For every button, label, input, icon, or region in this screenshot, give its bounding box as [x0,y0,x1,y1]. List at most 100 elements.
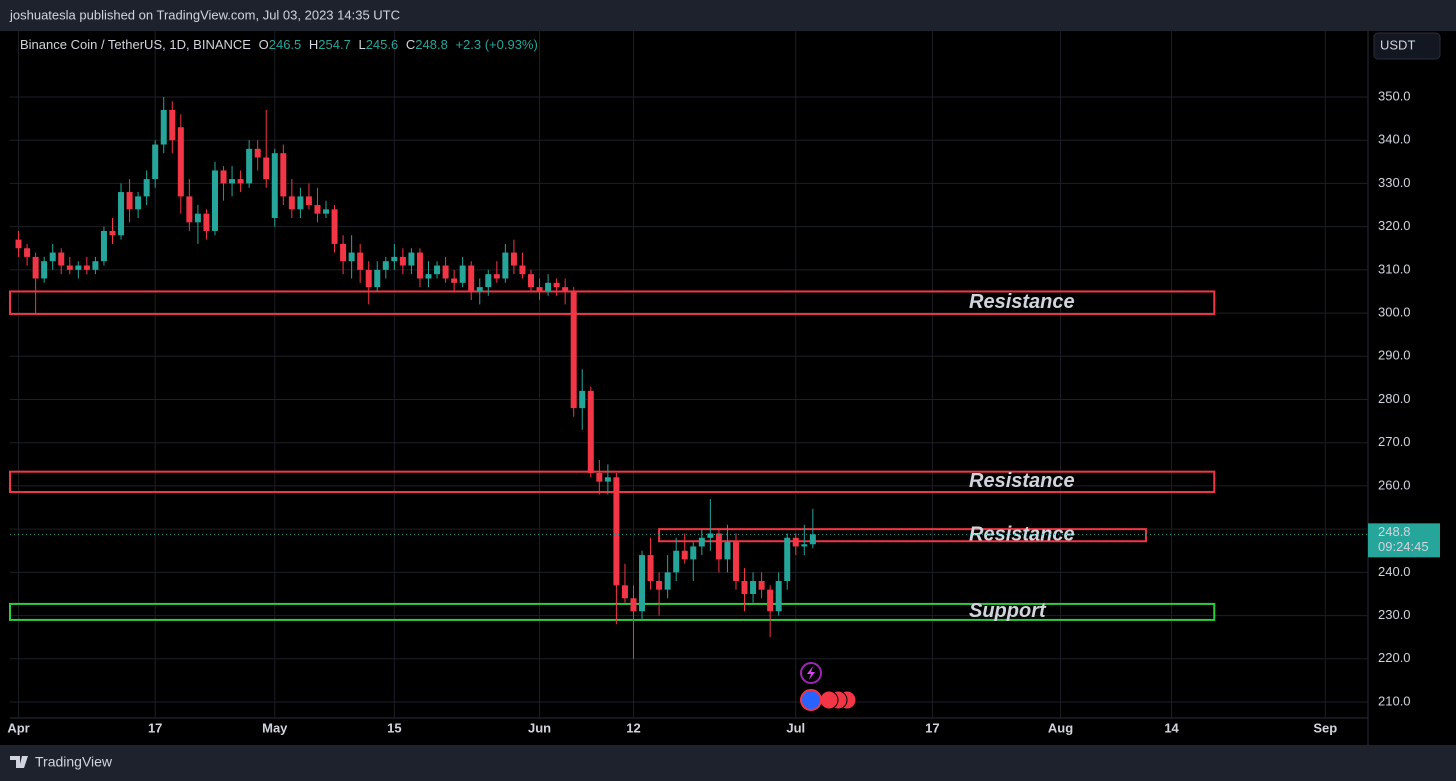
currency-button[interactable] [1373,32,1441,60]
candle-body [186,196,193,223]
candle-body [468,265,475,292]
candle-body [169,109,176,141]
candle-body [536,287,543,292]
y-tick-label: 210.0 [1378,693,1411,708]
candle-body [639,555,646,612]
y-tick-label: 240.0 [1378,564,1411,579]
zone-label: Resistance [969,291,1075,313]
candle-body [664,572,671,590]
legend-h: H [309,37,318,52]
candle-body [630,598,637,612]
candle-body [271,153,278,218]
y-tick-label: 220.0 [1378,650,1411,665]
candle-body [126,192,133,210]
countdown: 09:24:45 [1378,539,1429,554]
zone [9,602,1216,621]
y-tick-label: 270.0 [1378,434,1411,449]
candle-body [357,252,364,270]
candle-body [365,269,372,288]
candle-body [784,537,791,582]
x-tick-label: Jun [528,720,551,735]
candle-body [152,144,159,180]
candle-body [160,109,167,145]
y-tick-label: 320.0 [1378,218,1411,233]
candle-body [613,477,620,586]
candle-body [323,209,330,214]
legend: Binance Coin / TetherUS, 1D, BINANCE O24… [20,37,538,52]
x-tick-label: Sep [1313,720,1337,735]
candle-body [553,282,560,288]
candle-body [314,205,321,214]
candle-body [24,248,31,257]
candle-body [237,179,244,184]
candle-body [374,269,381,288]
candle-body [621,585,628,599]
candle-body [83,265,90,270]
y-tick-label: 280.0 [1378,391,1411,406]
candle-body [246,148,253,184]
candle-body [775,581,782,612]
x-tick-label: 14 [1164,720,1179,735]
candle-body [297,196,304,210]
zone [9,470,1216,493]
legend-symbol: Binance Coin / TetherUS, 1D, BINANCE [20,37,251,52]
footer-brand: TradingView [35,754,113,770]
flag-icon[interactable] [800,689,822,711]
candle-body [340,243,347,262]
candle-body [750,581,757,594]
candle-body [681,550,688,560]
footer-bar [0,745,1456,781]
candle-body [288,196,295,210]
candle-body [75,265,82,270]
candle-body [41,261,48,279]
candle-body [647,555,654,582]
labels: 210.0220.0230.0240.0250.0260.0270.0280.0… [7,88,1440,735]
x-tick-label: Jul [786,720,805,735]
candle-body [579,390,586,409]
x-tick-label: May [262,720,288,735]
candle-body [118,192,125,236]
candle-body [92,261,99,270]
legend-c: C [406,37,415,52]
candle-body [194,213,201,223]
candle-body [416,252,423,279]
x-tick-label: Apr [7,720,29,735]
candle-body [177,127,184,197]
candle-body [408,252,415,266]
candle-body [32,256,39,279]
legend-high: 254.7 [318,37,351,52]
candle-body [604,477,611,482]
candle-body [792,537,799,547]
candle-body [724,542,731,560]
candle-body [434,265,441,275]
candle-body [801,544,808,547]
candle-body [280,153,287,197]
candle-body [220,170,227,184]
tv-logo [10,756,28,768]
legend-o: O [259,37,269,52]
lightning [807,666,815,680]
legend-close: 248.8 [415,37,448,52]
candle-body [715,533,722,560]
candle-body [425,274,432,279]
y-tick-label: 350.0 [1378,88,1411,103]
candle-body [58,252,65,266]
event-icons [800,662,857,711]
x-tick-label: 15 [387,720,401,735]
candle-body [211,170,218,231]
candle-body [399,256,406,266]
candle-body [143,179,150,197]
candle-body [442,265,449,279]
flag-icon[interactable] [819,690,839,710]
zone [658,528,1147,543]
candle-body [331,209,338,244]
legend-open: 246.5 [269,37,302,52]
candle-body [66,265,73,270]
candle-body [570,291,577,409]
zone-label: Support [969,600,1047,622]
candle-body [203,213,210,231]
zone-label: Resistance [969,470,1075,492]
candle-body [527,274,534,288]
candle-body [673,550,680,573]
